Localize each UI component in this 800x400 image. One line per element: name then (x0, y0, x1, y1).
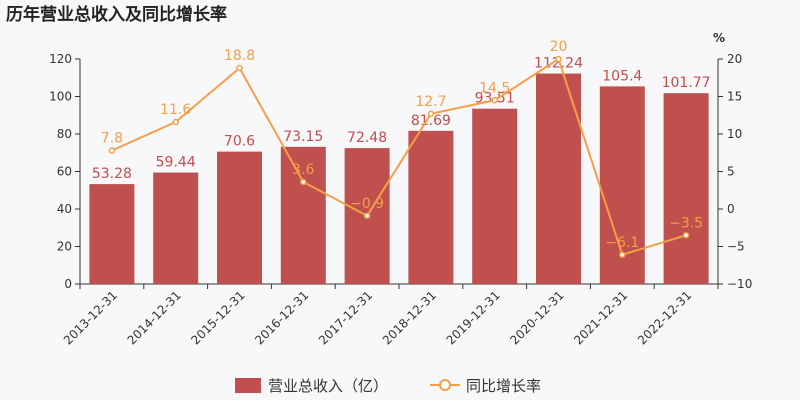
line-point[interactable] (491, 97, 498, 104)
bar-data-label: 59.44 (156, 155, 196, 171)
bar-series: 53.2859.4470.673.1572.4881.6993.51112.24… (89, 56, 711, 285)
growth-line (111, 57, 687, 256)
x-axis-tick-label: 2022-12-31 (635, 288, 694, 347)
line-point[interactable] (363, 212, 371, 219)
line-point[interactable] (555, 55, 562, 63)
line-data-label: 18.8 (224, 48, 255, 64)
line-series: 7.8 11.6 18.8 3.6 −0.9 12.7 14.5 20 −6.1 −3.5 (101, 39, 703, 258)
line-data-label: −6.1 (605, 235, 639, 251)
bar-data-label: 73.15 (283, 129, 323, 145)
left-axis-tick-label: 0 (64, 277, 72, 291)
bar-data-label: 101.77 (662, 75, 711, 91)
x-axis-tick-label: 2016-12-31 (252, 288, 311, 347)
right-axis-tick-label: 0 (727, 202, 735, 216)
legend: 营业总收入（亿） 同比增长率 (235, 377, 541, 395)
left-axis-tick-label: 100 (49, 90, 72, 104)
x-axis-tick-label: 2017-12-31 (316, 288, 375, 347)
legend-line-label[interactable]: 同比增长率 (466, 377, 541, 395)
x-axis-tick-label: 2020-12-31 (507, 288, 566, 347)
x-axis-tick-label: 2019-12-31 (444, 288, 503, 347)
chart-title: 历年营业总收入及同比增长率 (6, 4, 227, 25)
left-axis-tick-label: 60 (57, 165, 72, 179)
bar[interactable] (217, 151, 262, 284)
line-data-label: −3.5 (669, 215, 703, 231)
bar-data-label: 105.4 (602, 68, 642, 84)
bar-data-label: 53.28 (92, 166, 132, 182)
legend-bar-swatch (235, 378, 261, 393)
line-point[interactable] (427, 110, 435, 117)
bar[interactable] (536, 73, 581, 284)
line-data-label: 11.6 (160, 102, 191, 118)
bar[interactable] (472, 108, 518, 284)
x-axis-tick-label: 2018-12-31 (380, 288, 439, 347)
bar-data-label: 70.6 (224, 134, 255, 150)
bar-data-label: 72.48 (347, 130, 387, 146)
bar[interactable] (663, 93, 709, 285)
line-data-label: 14.5 (479, 80, 510, 96)
x-axis-tick-label: 2013-12-31 (61, 288, 120, 347)
line-point[interactable] (300, 178, 307, 186)
right-axis-tick-label: 5 (727, 165, 735, 179)
line-data-label: −0.9 (350, 196, 384, 212)
legend-bar-label[interactable]: 营业总收入（亿） (268, 377, 388, 395)
left-axis-tick-label: 80 (57, 127, 72, 141)
x-axis-tick-label: 2015-12-31 (188, 288, 247, 347)
bar[interactable] (408, 130, 454, 284)
line-data-label: 3.6 (292, 162, 314, 178)
right-axis-tick-label: 20 (727, 52, 742, 66)
left-axis-tick-label: 20 (57, 240, 72, 254)
line-point[interactable] (619, 251, 626, 258)
left-axis-tick-label: 120 (49, 52, 72, 66)
x-axis-tick-label: 2014-12-31 (125, 288, 184, 347)
x-axis-tick-label: 2021-12-31 (571, 288, 630, 347)
right-axis-tick-label: −10 (727, 277, 752, 291)
line-point[interactable] (682, 232, 690, 239)
right-axis-tick-label: −5 (727, 240, 745, 254)
line-point[interactable] (236, 64, 243, 72)
line-data-label: 20 (550, 39, 568, 55)
line-point[interactable] (108, 147, 116, 154)
line-data-label: 7.8 (101, 131, 123, 147)
line-data-label: 12.7 (415, 94, 446, 110)
legend-line-marker (439, 379, 451, 391)
right-axis-tick-label: 10 (727, 127, 742, 141)
bar[interactable] (280, 146, 326, 284)
line-point[interactable] (172, 118, 179, 126)
bar[interactable] (89, 184, 135, 284)
bar-data-label: 81.69 (411, 113, 451, 129)
right-axis-unit: % (713, 31, 725, 45)
bar[interactable] (153, 172, 199, 284)
right-axis-tick-label: 15 (727, 90, 742, 104)
left-axis-tick-label: 40 (57, 202, 72, 216)
